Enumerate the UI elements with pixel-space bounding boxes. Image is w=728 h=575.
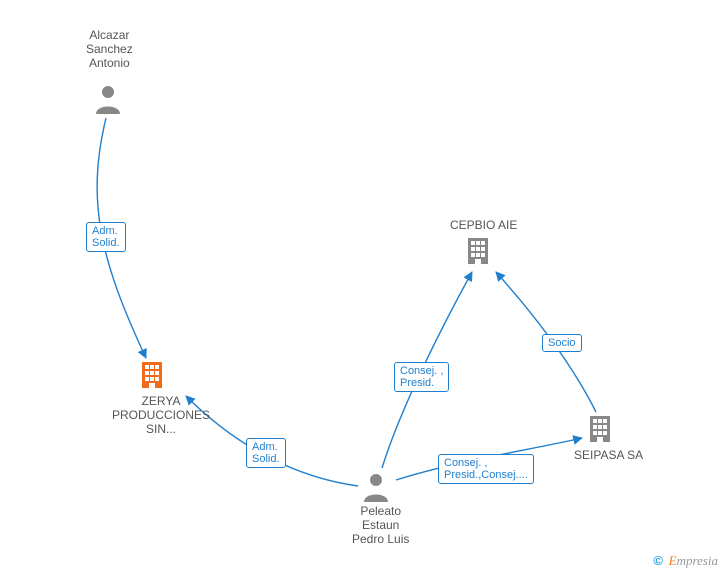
copyright-symbol: © [653,553,663,568]
company-icon[interactable] [584,412,616,444]
watermark: © Empresia [653,553,718,569]
person-icon[interactable] [92,82,124,114]
node-label[interactable]: Peleato Estaun Pedro Luis [352,504,409,546]
brand-name-rest: mpresia [677,553,718,568]
company-icon[interactable] [136,358,168,390]
node-label[interactable]: SEIPASA SA [574,448,643,462]
edge-label[interactable]: Consej. , Presid.,Consej.... [438,454,534,484]
edge-label[interactable]: Adm. Solid. [246,438,286,468]
edge-label[interactable]: Adm. Solid. [86,222,126,252]
diagram-canvas: Alcazar Sanchez Antonio Peleato Estaun Pe… [0,0,728,575]
node-label[interactable]: ZERYA PRODUCCIONES SIN... [112,394,210,436]
node-label[interactable]: CEPBIO AIE [450,218,517,232]
edge-label[interactable]: Consej. , Presid. [394,362,449,392]
node-label[interactable]: Alcazar Sanchez Antonio [86,28,133,70]
company-icon[interactable] [462,234,494,266]
brand-first-letter: E [669,553,677,568]
edge-label[interactable]: Socio [542,334,582,352]
person-icon[interactable] [360,470,392,502]
